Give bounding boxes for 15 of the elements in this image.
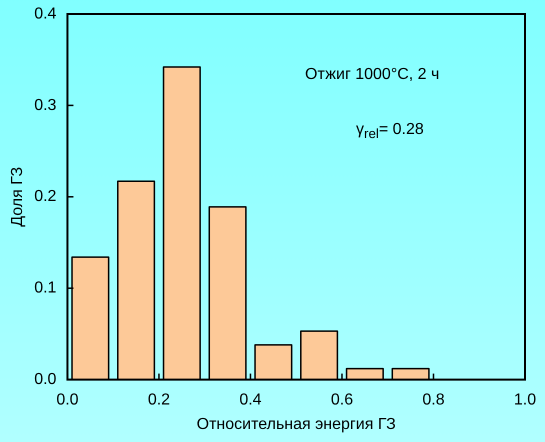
x-tick-label: 1.0 xyxy=(514,392,536,409)
y-tick-label: 0.2 xyxy=(34,188,57,206)
y-axis-title: Доля ГЗ xyxy=(9,166,26,227)
x-tick-label: 0.4 xyxy=(239,392,262,409)
annotation: Отжиг 1000°C, 2 ч xyxy=(305,66,440,84)
x-tick-label: 0.0 xyxy=(56,392,79,409)
annotation: γ$_{rel}$= 0.28 xyxy=(356,121,424,142)
x-axis-title: Относительная энергия ГЗ xyxy=(196,416,396,433)
y-tick-label: 0.1 xyxy=(34,280,57,297)
y-tick-label: 0.3 xyxy=(34,96,57,114)
x-tick-label: 0.2 xyxy=(148,392,170,409)
y-tick-label: 0.0 xyxy=(34,371,57,388)
x-tick-label: 0.6 xyxy=(330,392,354,409)
y-tick-label: 0.4 xyxy=(34,5,57,22)
x-tick-label: 0.8 xyxy=(422,392,445,409)
